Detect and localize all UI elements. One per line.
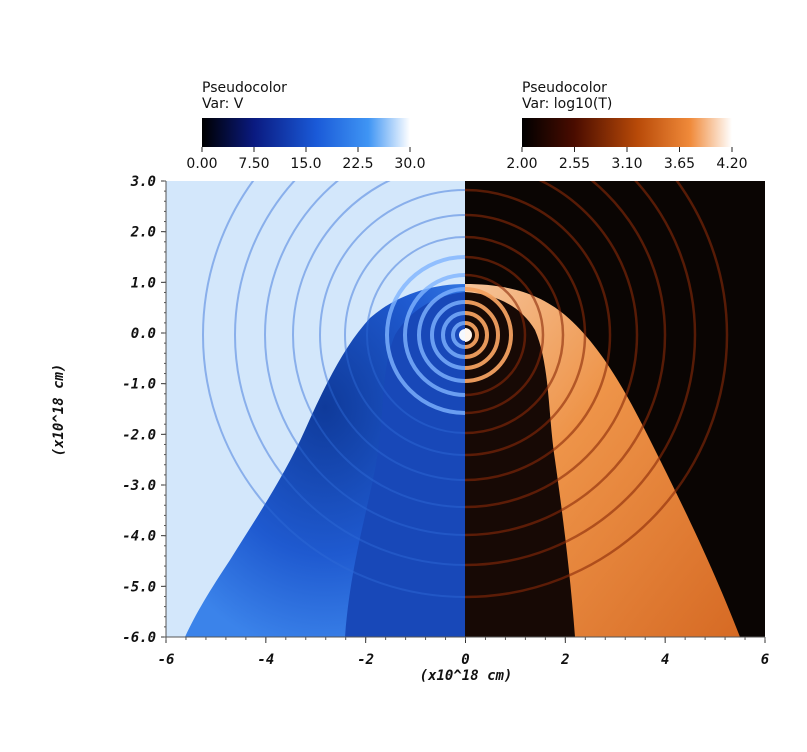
temperature-colorbar-tick-label: 2.00 — [506, 156, 537, 172]
x-axis-title: (x10^18 cm) — [420, 668, 513, 684]
x-tick-label: 6 — [761, 652, 769, 668]
velocity-source — [459, 329, 465, 341]
temperature-colorbar-tick-label: 3.10 — [611, 156, 642, 172]
velocity-colorbar-variable: Var: V — [202, 96, 244, 112]
velocity-ring — [292, 181, 465, 508]
temperature-panel — [465, 181, 765, 637]
velocity-ring — [403, 273, 465, 397]
temperature-ring — [465, 235, 565, 435]
temperature-colorbar: Pseudocolor Var: log10(T) 2.00 2.55 3.10 3.… — [506, 80, 747, 172]
temperature-ring — [465, 213, 587, 457]
x-tick-label: 4 — [661, 652, 669, 668]
velocity-colorbar-title: Pseudocolor — [202, 80, 287, 96]
velocity-colorbar-tick-label: 22.5 — [342, 156, 373, 172]
y-tick-label: 1.0 — [131, 275, 156, 291]
velocity-panel — [166, 181, 465, 637]
temperature-ring — [465, 311, 489, 359]
temperature-colorbar-bar — [522, 118, 732, 147]
temperature-colorbar-tick-label: 4.20 — [716, 156, 747, 172]
velocity-ring — [344, 214, 465, 456]
temperature-ring — [465, 255, 545, 415]
velocity-ring — [264, 181, 465, 536]
velocity-ring — [417, 287, 465, 383]
velocity-colorbar-tick-label: 15.0 — [290, 156, 321, 172]
temperature-colorbar-tick-label: 3.65 — [664, 156, 695, 172]
velocity-colorbar-tick-label: 30.0 — [394, 156, 425, 172]
x-tick-label: -6 — [158, 652, 175, 668]
velocity-ring — [366, 236, 465, 434]
y-tick-label: -6.0 — [122, 630, 156, 646]
y-tick-label: 0.0 — [131, 326, 156, 342]
temperature-colorbar-tick-label: 2.55 — [559, 156, 590, 172]
temperature-ring — [465, 181, 697, 567]
velocity-ring — [202, 181, 465, 598]
temperature-ring — [465, 181, 639, 509]
x-tick-label: -4 — [257, 652, 274, 668]
velocity-ring — [430, 300, 465, 370]
temperature-ring — [465, 300, 500, 370]
y-tick-label: -4.0 — [122, 529, 156, 545]
temperature-ring — [465, 181, 729, 599]
x-axis-ticks: -6 -4 -2 0 2 4 6 — [158, 637, 769, 668]
velocity-colorbar-bar — [202, 118, 410, 147]
temperature-ring — [465, 273, 527, 397]
velocity-interior — [345, 292, 465, 637]
velocity-rings — [202, 181, 465, 598]
x-tick-label: -2 — [357, 652, 374, 668]
temperature-source — [465, 328, 472, 342]
x-tick-label: 0 — [461, 652, 469, 668]
temperature-ring — [465, 181, 667, 537]
velocity-ring — [385, 255, 465, 415]
x-tick-label: 2 — [560, 652, 569, 668]
y-axis-ticks: 3.0 2.0 1.0 0.0 -1.0 -2.0 -3.0 -4.0 -5.0 -6.0 — [122, 174, 166, 646]
velocity-ring — [319, 189, 465, 481]
velocity-colorbar-tick-label: 7.50 — [238, 156, 269, 172]
y-tick-label: 3.0 — [130, 174, 156, 190]
velocity-ring — [451, 321, 465, 349]
temperature-rings — [465, 181, 729, 599]
y-tick-label: 2.0 — [130, 225, 156, 241]
velocity-colorbar: Pseudocolor Var: V 0.00 7.50 15.0 22.5 30.0 — [186, 80, 425, 172]
velocity-ring — [234, 181, 465, 566]
temperature-colorbar-variable: Var: log10(T) — [522, 96, 612, 112]
velocity-ring — [441, 311, 465, 359]
velocity-colorbar-tick-label: 0.00 — [186, 156, 217, 172]
temperature-colorbar-title: Pseudocolor — [522, 80, 607, 96]
y-tick-label: -3.0 — [122, 478, 156, 494]
temperature-ring — [465, 188, 612, 482]
y-axis-title: (x10^18 cm) — [51, 364, 67, 457]
y-tick-label: -2.0 — [122, 427, 156, 443]
temperature-ring — [465, 287, 513, 383]
y-tick-label: -5.0 — [122, 579, 156, 595]
temperature-ring — [465, 321, 479, 349]
y-tick-label: -1.0 — [122, 377, 156, 393]
